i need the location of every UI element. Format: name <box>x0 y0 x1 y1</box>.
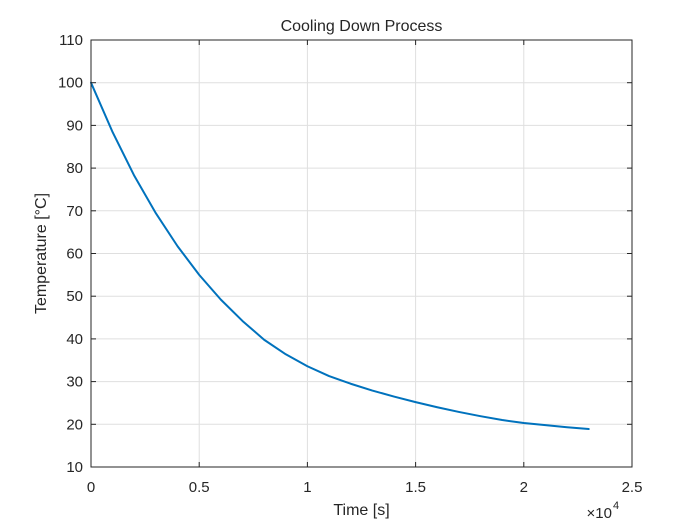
y-tick-label: 70 <box>66 203 83 220</box>
x-axis-label: Time [s] <box>333 502 389 519</box>
y-tick-label: 60 <box>66 246 83 263</box>
x-axis-multiplier: ×10 4 <box>587 500 620 522</box>
x-tick-label: 2 <box>520 479 528 496</box>
y-tick-label: 90 <box>66 117 83 134</box>
y-axis-label: Temperature [°C] <box>33 193 50 314</box>
x-tick-label: 0 <box>87 479 95 496</box>
x-multiplier-base: ×10 <box>587 505 612 522</box>
axis-ticks: 0 0.5 1 1.5 2 2.5 10 20 30 40 50 60 70 80 90 100 110 <box>58 32 642 496</box>
y-tick-label: 110 <box>59 32 83 49</box>
x-multiplier-exponent: 4 <box>613 500 619 512</box>
x-tick-label: 2.5 <box>622 479 643 496</box>
y-tick-label: 40 <box>66 331 83 348</box>
y-tick-label: 30 <box>66 374 83 391</box>
x-tick-label: 0.5 <box>189 479 210 496</box>
data-series <box>90 81 590 430</box>
y-tick-label: 20 <box>66 416 83 433</box>
chart-title: Cooling Down Process <box>281 18 443 35</box>
temperature-line <box>90 81 590 430</box>
x-tick-label: 1.5 <box>405 479 426 496</box>
y-tick-label: 100 <box>58 75 83 92</box>
x-tick-label: 1 <box>303 479 311 496</box>
y-tick-label: 10 <box>66 459 83 476</box>
y-tick-label: 50 <box>66 288 83 305</box>
y-tick-label: 80 <box>66 160 83 177</box>
